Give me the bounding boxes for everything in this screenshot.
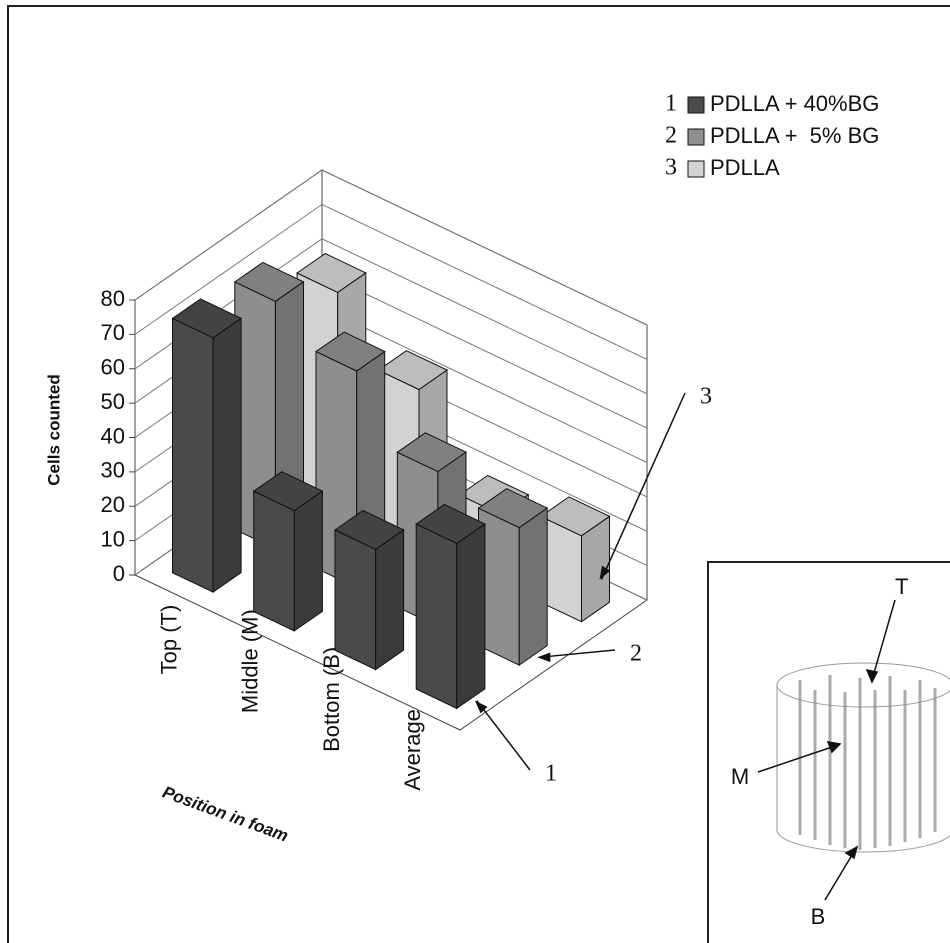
legend-number: 3 — [665, 155, 677, 181]
callout-label: 1 — [545, 761, 557, 787]
legend-label: PDLLA + 40%BG — [710, 91, 879, 116]
legend-number: 2 — [665, 123, 677, 149]
bar-side — [294, 491, 322, 631]
y-tick-label: 70 — [101, 320, 125, 345]
legend-label: PDLLA — [710, 155, 780, 180]
bar-front — [254, 491, 295, 631]
y-tick-label: 0 — [113, 561, 125, 586]
bar-front — [173, 318, 214, 592]
y-tick-label: 30 — [101, 458, 125, 483]
x-tick-label: Average — [400, 709, 425, 791]
legend-swatch — [688, 97, 704, 113]
bar-front — [416, 524, 457, 708]
y-tick-label: 20 — [101, 492, 125, 517]
bar-side — [376, 530, 404, 670]
callout-label: 3 — [700, 384, 712, 410]
legend-swatch — [688, 129, 704, 145]
bar-front — [335, 530, 376, 670]
legend-label: PDLLA + 5% BG — [710, 123, 879, 148]
bar-side — [519, 508, 547, 665]
y-tick-label: 40 — [101, 423, 125, 448]
x-tick-label: Middle (M) — [238, 609, 263, 713]
chart: Cells counted Position in foam T M B 010… — [0, 0, 950, 943]
y-tick-label: 60 — [101, 355, 125, 380]
inset: T M B — [708, 562, 950, 943]
bar-side — [457, 524, 485, 709]
x-tick-label: Bottom (B) — [319, 647, 344, 752]
inset-label: B — [811, 904, 826, 929]
y-axis-label: Cells counted — [44, 374, 63, 485]
callout-label: 2 — [630, 641, 642, 667]
bar-side — [213, 318, 241, 592]
y-tick-label: 80 — [101, 286, 125, 311]
x-tick-label: Top (T) — [156, 605, 181, 675]
inset-label: M — [731, 764, 749, 789]
y-tick-label: 50 — [101, 389, 125, 414]
inset-label: T — [895, 574, 908, 599]
y-tick-label: 10 — [101, 526, 125, 551]
legend-number: 1 — [665, 91, 677, 117]
legend-swatch — [688, 161, 704, 177]
